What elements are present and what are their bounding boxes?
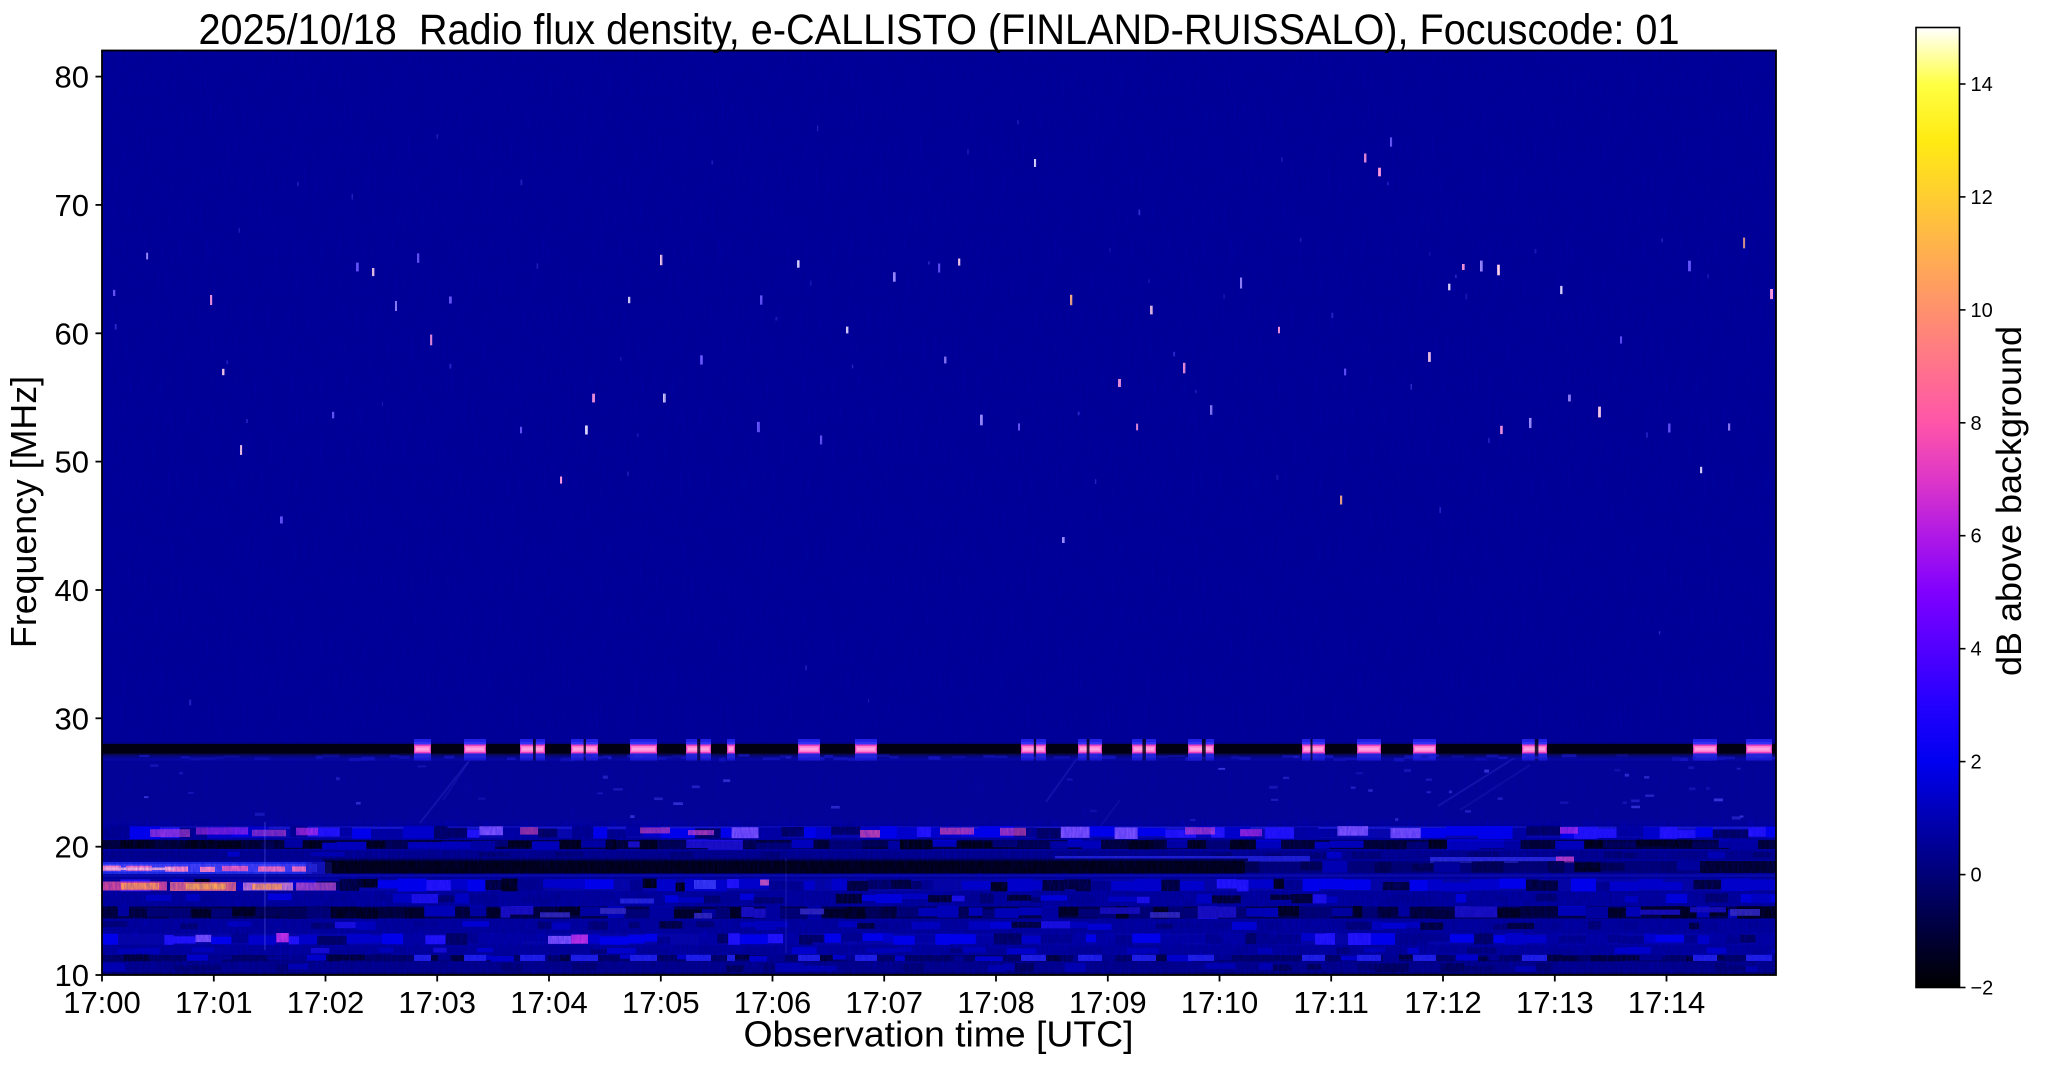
svg-text:2: 2 [1971,752,1982,774]
svg-text:40: 40 [55,573,89,608]
svg-text:17:03: 17:03 [398,985,476,1020]
svg-text:Observation time [UTC]: Observation time [UTC] [744,1014,1134,1055]
svg-text:Frequency [MHz]: Frequency [MHz] [3,376,44,648]
svg-text:50: 50 [55,445,89,480]
svg-text:14: 14 [1971,74,1993,96]
svg-text:6: 6 [1971,526,1982,548]
svg-text:0: 0 [1971,865,1982,887]
svg-text:17:05: 17:05 [622,985,700,1020]
svg-text:17:06: 17:06 [734,985,812,1020]
svg-text:60: 60 [55,316,89,351]
svg-text:17:04: 17:04 [510,985,588,1020]
svg-text:17:08: 17:08 [957,985,1035,1020]
svg-text:4: 4 [1971,639,1982,661]
svg-text:17:01: 17:01 [175,985,253,1020]
svg-text:30: 30 [55,701,89,736]
svg-text:17:02: 17:02 [287,985,365,1020]
svg-text:17:10: 17:10 [1181,985,1259,1020]
svg-text:17:07: 17:07 [845,985,923,1020]
svg-text:17:09: 17:09 [1069,985,1147,1020]
svg-text:2025/10/18 Radio flux density: 2025/10/18 Radio flux density, e-CALLIST… [199,6,1680,54]
svg-text:17:00: 17:00 [63,985,141,1020]
svg-text:70: 70 [55,188,89,223]
svg-text:17:11: 17:11 [1294,985,1369,1020]
svg-text:8: 8 [1971,413,1982,435]
svg-text:10: 10 [1971,300,1993,322]
svg-text:17:14: 17:14 [1628,985,1706,1020]
svg-text:80: 80 [55,60,89,95]
svg-text:dB above background: dB above background [1990,326,2029,676]
svg-text:12: 12 [1971,187,1993,209]
svg-text:−2: −2 [1971,978,1994,1000]
svg-text:10: 10 [55,958,89,993]
svg-text:17:13: 17:13 [1516,985,1594,1020]
svg-text:20: 20 [55,830,89,865]
svg-text:17:12: 17:12 [1404,985,1482,1020]
